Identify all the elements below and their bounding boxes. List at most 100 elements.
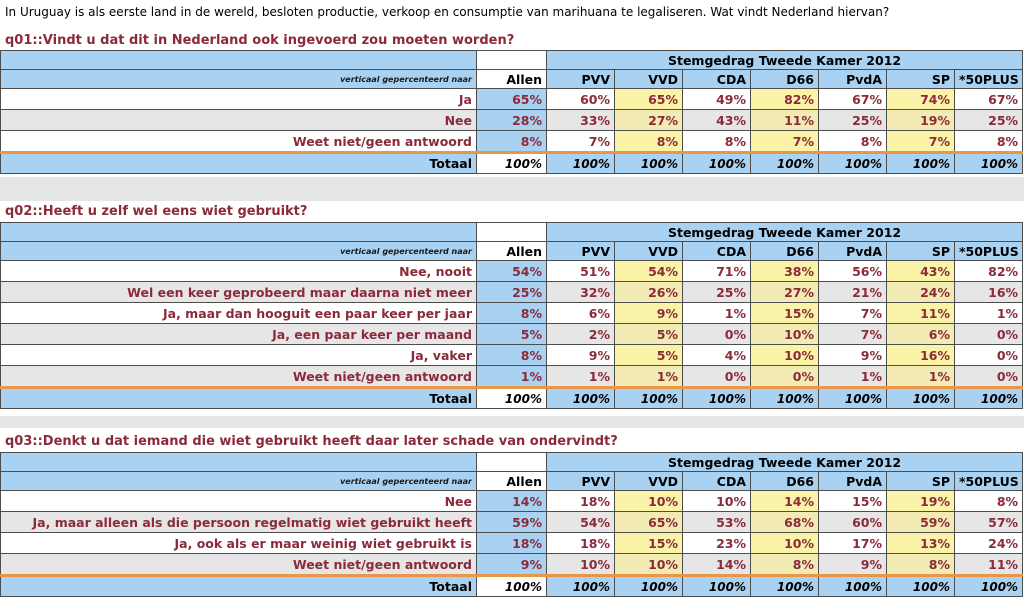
- value-cell: 8%: [750, 553, 819, 576]
- value-cell: 59%: [476, 511, 547, 533]
- value-cell: 10%: [682, 490, 751, 512]
- value-cell: 16%: [886, 344, 955, 366]
- row-label: Ja, maar alleen als die persoon regelmat…: [0, 511, 477, 533]
- value-cell: 67%: [953, 88, 1024, 110]
- value-cell: 4%: [682, 344, 751, 366]
- value-cell: 28%: [476, 109, 547, 131]
- value-cell: 18%: [546, 490, 615, 512]
- table-row: Weet niet/geen antwoord 8% 7% 8% 8% 7% 8% 7% 8%: [0, 130, 1024, 153]
- value-cell: 8%: [818, 130, 887, 153]
- value-cell: 51%: [546, 260, 615, 282]
- row-label: Weet niet/geen antwoord: [0, 130, 477, 153]
- total-cell: 100%: [886, 386, 955, 409]
- value-cell: 54%: [546, 511, 615, 533]
- value-cell: 0%: [750, 365, 819, 388]
- value-cell: 32%: [546, 281, 615, 303]
- row-label: Ja: [0, 88, 477, 110]
- sub-label: verticaal gepercenteerd naar: [0, 471, 477, 491]
- value-cell: 1%: [953, 302, 1024, 324]
- crosstab-table: Stemgedrag Tweede Kamer 2012 verticaal ge…: [0, 222, 1024, 409]
- row-label: Ja, ook als er maar weinig wiet gebruikt…: [0, 532, 477, 554]
- column-header: PvdA: [818, 471, 887, 491]
- value-cell: 8%: [953, 130, 1024, 153]
- total-cell: 100%: [750, 574, 819, 597]
- value-cell: 60%: [546, 88, 615, 110]
- value-cell: 9%: [818, 344, 887, 366]
- column-header-row: verticaal gepercenteerd naar Allen PVV VVD C…: [0, 241, 1024, 261]
- value-cell: 14%: [682, 553, 751, 576]
- value-cell: 24%: [886, 281, 955, 303]
- total-cell: 100%: [886, 574, 955, 597]
- value-cell: 15%: [614, 532, 683, 554]
- total-label: Totaal: [0, 151, 477, 174]
- value-cell: 5%: [614, 344, 683, 366]
- value-cell: 33%: [546, 109, 615, 131]
- value-cell: 82%: [750, 88, 819, 110]
- value-cell: 1%: [546, 365, 615, 388]
- column-header: CDA: [682, 69, 751, 89]
- value-cell: 23%: [682, 532, 751, 554]
- column-header-row: verticaal gepercenteerd naar Allen PVV VVD C…: [0, 69, 1024, 89]
- value-cell: 65%: [614, 511, 683, 533]
- row-label: Ja, maar dan hooguit een paar keer per j…: [0, 302, 477, 324]
- column-header: CDA: [682, 471, 751, 491]
- value-cell: 6%: [886, 323, 955, 345]
- value-cell: 1%: [476, 365, 547, 388]
- value-cell: 15%: [750, 302, 819, 324]
- table-row: Ja, maar alleen als die persoon regelmat…: [0, 511, 1024, 533]
- total-cell: 100%: [614, 574, 683, 597]
- value-cell: 59%: [886, 511, 955, 533]
- value-cell: 27%: [614, 109, 683, 131]
- value-cell: 16%: [953, 281, 1024, 303]
- row-label: Weet niet/geen antwoord: [0, 365, 477, 388]
- intro-text: In Uruguay is als eerste land in de were…: [5, 5, 890, 19]
- value-cell: 18%: [476, 532, 547, 554]
- value-cell: 67%: [818, 88, 887, 110]
- value-cell: 8%: [476, 344, 547, 366]
- value-cell: 49%: [682, 88, 751, 110]
- column-header: PvdA: [818, 69, 887, 89]
- value-cell: 53%: [682, 511, 751, 533]
- total-cell: 100%: [886, 151, 955, 174]
- value-cell: 25%: [818, 109, 887, 131]
- value-cell: 8%: [886, 553, 955, 576]
- total-cell: 100%: [476, 151, 547, 174]
- value-cell: 9%: [546, 344, 615, 366]
- value-cell: 9%: [614, 302, 683, 324]
- value-cell: 17%: [818, 532, 887, 554]
- value-cell: 25%: [682, 281, 751, 303]
- value-cell: 2%: [546, 323, 615, 345]
- column-header: D66: [750, 471, 819, 491]
- value-cell: 0%: [953, 344, 1024, 366]
- value-cell: 19%: [886, 490, 955, 512]
- value-cell: 38%: [750, 260, 819, 282]
- value-cell: 0%: [953, 323, 1024, 345]
- value-cell: 13%: [886, 532, 955, 554]
- value-cell: 25%: [476, 281, 547, 303]
- row-label: Nee: [0, 109, 477, 131]
- total-cell: 100%: [476, 386, 547, 409]
- value-cell: 10%: [546, 553, 615, 576]
- total-cell: 100%: [476, 574, 547, 597]
- group-header: Stemgedrag Tweede Kamer 2012: [545, 222, 1024, 242]
- row-label: Wel een keer geprobeerd maar daarna niet…: [0, 281, 477, 303]
- total-cell: 100%: [614, 151, 683, 174]
- value-cell: 1%: [614, 365, 683, 388]
- total-cell: 100%: [750, 386, 819, 409]
- column-header: *50PLUS: [953, 471, 1024, 491]
- row-label: Ja, vaker: [0, 344, 477, 366]
- value-cell: 11%: [886, 302, 955, 324]
- header-blank-cell: [476, 452, 547, 472]
- value-cell: 1%: [818, 365, 887, 388]
- table-row: Ja, maar dan hooguit een paar keer per j…: [0, 302, 1024, 324]
- value-cell: 8%: [682, 130, 751, 153]
- group-header-row: Stemgedrag Tweede Kamer 2012: [0, 222, 1024, 242]
- value-cell: 65%: [476, 88, 547, 110]
- total-row: Totaal 100% 100% 100% 100% 100% 100% 100% 100%: [0, 151, 1024, 174]
- column-header: PVV: [546, 471, 615, 491]
- total-cell: 100%: [546, 151, 615, 174]
- value-cell: 43%: [682, 109, 751, 131]
- value-cell: 15%: [818, 490, 887, 512]
- value-cell: 0%: [682, 365, 751, 388]
- value-cell: 27%: [750, 281, 819, 303]
